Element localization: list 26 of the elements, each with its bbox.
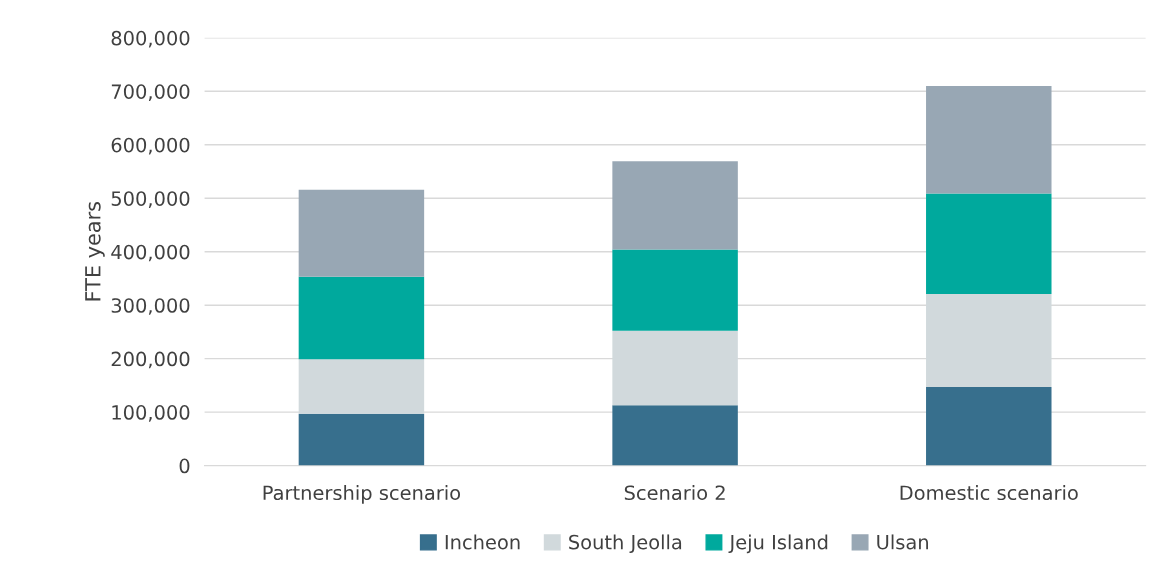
- bar: [298, 413, 425, 466]
- legend-label: Jeju Island: [728, 534, 828, 554]
- bar: [298, 276, 425, 360]
- legend-label: South Jeolla: [569, 534, 682, 554]
- bar: [612, 405, 738, 466]
- bar: [926, 193, 1052, 294]
- x-tick-label: Scenario 2: [624, 485, 725, 501]
- y-tick-label: 300,000: [111, 298, 190, 315]
- y-tick-label: 100,000: [112, 405, 190, 422]
- bar: [926, 85, 1052, 194]
- bar: [612, 161, 738, 250]
- bar: [298, 189, 425, 277]
- bar: [926, 387, 1052, 466]
- y-axis-title: FTE years: [85, 202, 105, 301]
- bar: [612, 249, 738, 331]
- y-tick-label: 0: [179, 458, 190, 474]
- legend-label: Ulsan: [877, 534, 928, 550]
- y-tick-label: 200,000: [111, 351, 190, 369]
- y-tick-label: 700,000: [111, 84, 190, 101]
- legend-label: Incheon: [445, 534, 520, 550]
- y-tick-label: 500,000: [111, 191, 190, 208]
- y-tick-label: 800,000: [111, 30, 190, 48]
- x-tick-label: Partnership scenario: [263, 485, 461, 504]
- y-tick-label: 400,000: [111, 244, 190, 262]
- x-tick-label: Domestic scenario: [900, 485, 1078, 501]
- y-tick-label: 600,000: [111, 137, 190, 155]
